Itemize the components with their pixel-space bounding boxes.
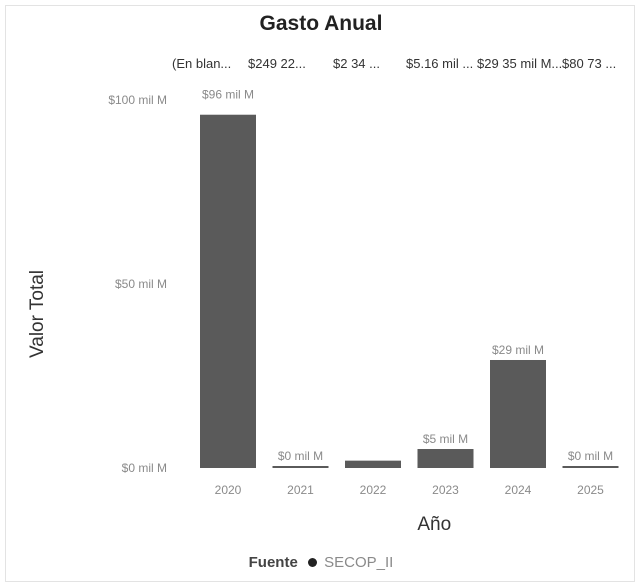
data-label-2020: $96 mil M (202, 88, 254, 102)
y-tick-label-1: $50 mil M (115, 277, 167, 291)
x-tick-label-2025: 2025 (577, 483, 604, 497)
legend-item-secop-ii[interactable]: SECOP_II (324, 554, 394, 571)
x-tick-label-2022: 2022 (360, 483, 387, 497)
y-axis-label: Valor Total (27, 270, 48, 358)
data-label-2024: $29 mil M (492, 343, 544, 357)
top-label-2: $2 34 ... (333, 56, 380, 71)
legend-title: Fuente (248, 554, 298, 571)
x-tick-label-2020: 2020 (215, 483, 242, 497)
data-label-2023: $5 mil M (423, 432, 468, 446)
top-label-0: (En blan... (172, 56, 232, 71)
top-label-3: $5.16 mil ... (406, 56, 474, 71)
top-label-1: $249 22... (248, 56, 306, 71)
y-tick-label-2: $100 mil M (108, 93, 167, 107)
top-label-5: $80 73 ... (562, 56, 617, 71)
bar-2025[interactable] (562, 466, 619, 468)
data-label-2021: $0 mil M (278, 449, 323, 463)
legend: Fuente SECOP_II (0, 554, 642, 571)
bar-2020[interactable] (200, 114, 256, 468)
bar-2023[interactable] (417, 449, 474, 468)
bar-2022[interactable] (345, 460, 401, 468)
x-tick-label-2021: 2021 (287, 483, 314, 497)
x-tick-label-2023: 2023 (432, 483, 459, 497)
top-label-4: $29 35 mil M... (477, 56, 563, 71)
chart-frame (5, 5, 635, 582)
bar-2024[interactable] (490, 359, 546, 468)
y-tick-label-0: $0 mil M (122, 461, 167, 475)
bar-2021[interactable] (272, 466, 329, 468)
x-tick-label-2024: 2024 (505, 483, 532, 497)
legend-marker (307, 558, 317, 568)
chart-title: Gasto Anual (259, 12, 383, 35)
data-label-2025: $0 mil M (568, 449, 613, 463)
x-axis-label: Año (417, 514, 451, 535)
